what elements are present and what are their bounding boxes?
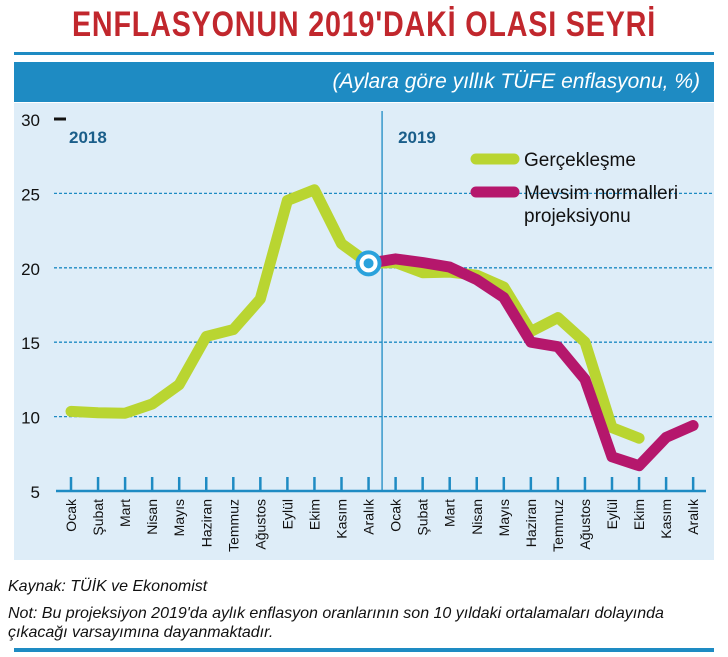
x-tick-label: Eylül	[604, 499, 620, 529]
x-tick-label: Şubat	[90, 499, 106, 536]
x-tick-label: Ağustos	[577, 499, 593, 550]
note-text: Not: Bu projeksiyon 2019'da aylık enflas…	[8, 605, 664, 641]
y-tick-label-30: 30	[21, 111, 40, 130]
line-chart: 5 10 15 20 25 30 2018 2019 Ocak Şubat Mart Nisan May…	[21, 111, 714, 552]
x-tick-label: Temmuz	[225, 499, 241, 552]
year-label-2018: 2018	[69, 128, 107, 147]
chart-title: ENFLASYONUN 2019'DAKİ OLASI SEYRİ	[71, 5, 657, 44]
chart-subtitle: (Aylara göre yıllık TÜFE enflasyonu, %)	[332, 70, 700, 93]
axes	[56, 111, 706, 493]
x-tick-label: Mart	[442, 499, 458, 527]
legend-label-actual: Gerçekleşme	[524, 150, 636, 171]
chart-panel: 5 10 15 20 25 30 2018 2019 Ocak Şubat Mart Nisan May…	[14, 103, 714, 560]
x-tick-label: Haziran	[198, 499, 214, 547]
x-tick-label: Ocak	[388, 498, 404, 532]
y-tick-label-25: 25	[21, 185, 40, 204]
x-tick-label: Mayıs	[171, 499, 187, 536]
legend: Gerçekleşme Mevsim normalleri projeksiyonu	[470, 150, 678, 227]
title-rule	[14, 52, 714, 55]
source-text: Kaynak: TÜİK ve Ekonomist	[8, 578, 208, 595]
y-tick-label-15: 15	[21, 334, 40, 353]
x-tick-label: Haziran	[523, 499, 539, 547]
x-tick-label: Temmuz	[550, 499, 566, 552]
x-tick-label: Ocak	[63, 498, 79, 532]
x-tick-label: Kasım	[658, 499, 674, 539]
x-tick-label: Aralık	[361, 498, 377, 535]
bottom-rule	[14, 648, 714, 652]
series-lines	[65, 184, 699, 472]
x-tick-label: Ekim	[631, 499, 647, 530]
x-tick-label: Kasım	[334, 499, 350, 539]
x-tick-label: Nisan	[469, 499, 485, 535]
x-tick-label: Ekim	[306, 499, 322, 530]
x-tick-label: Ağustos	[252, 499, 268, 550]
y-tick-label-5: 5	[31, 483, 40, 502]
x-tick-label: Mayıs	[496, 499, 512, 536]
x-tick-label: Şubat	[415, 499, 431, 536]
subtitle-bar: (Aylara göre yıllık TÜFE enflasyonu, %)	[14, 62, 714, 102]
highlight-marker-dot	[363, 258, 374, 269]
y-tick-label-20: 20	[21, 260, 40, 279]
series-line-actual	[65, 184, 645, 444]
year-label-2019: 2019	[398, 128, 436, 147]
x-tick-label: Aralık	[685, 498, 701, 535]
x-tick-label: Mart	[117, 499, 133, 527]
y-tick-label-10: 10	[21, 409, 40, 428]
legend-label-projection: Mevsim normalleri projeksiyonu	[524, 183, 678, 227]
x-tick-label: Nisan	[144, 499, 160, 535]
x-tick-label: Eylül	[279, 499, 295, 529]
labels: 5 10 15 20 25 30 2018 2019 Ocak Şubat Mart Nisan May…	[21, 111, 701, 552]
series-line-projection	[363, 253, 699, 472]
